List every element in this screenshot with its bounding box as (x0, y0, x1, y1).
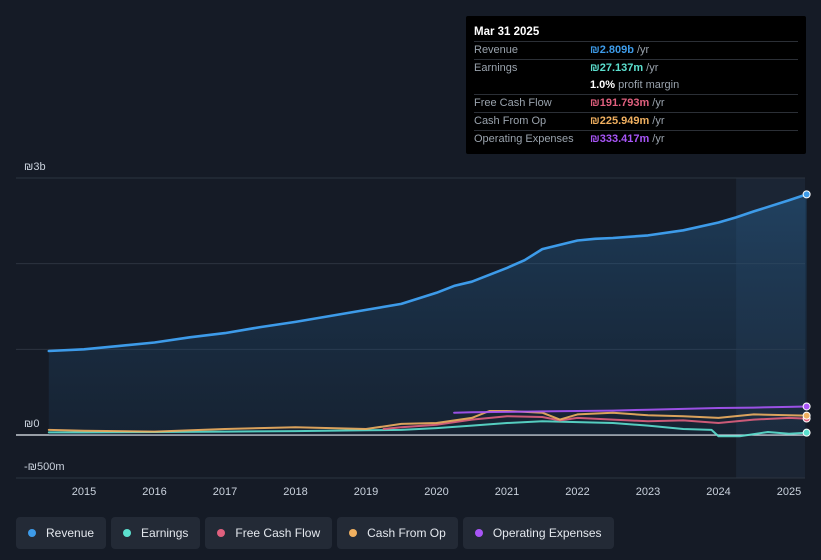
earnings-endpoint (802, 428, 811, 437)
free-cash-flow-line (382, 415, 808, 430)
legend-label: Operating Expenses (492, 526, 602, 540)
tooltip-value: ₪27.137m (590, 62, 644, 74)
tooltip-row-profit-margin: 1.0% profit margin (474, 77, 798, 94)
x-tick-label: 2022 (565, 486, 589, 498)
legend-label: Revenue (46, 526, 95, 540)
legend-item-earnings[interactable]: Earnings (111, 517, 201, 549)
revenue-endpoint (802, 190, 811, 199)
tooltip-label: Free Cash Flow (474, 97, 552, 109)
x-tick-label: 2015 (72, 486, 96, 498)
tooltip-unit: /yr (652, 115, 665, 127)
y-tick-label: -₪500m (24, 461, 65, 473)
tooltip-label: Operating Expenses (474, 133, 574, 145)
tooltip-value: ₪333.417m (590, 133, 650, 145)
y-tick-label: ₪3b (24, 161, 46, 173)
x-tick-label: 2016 (142, 486, 166, 498)
tooltip-value: ₪191.793m (590, 97, 650, 109)
x-tick-label: 2017 (213, 486, 237, 498)
legend-dot-icon (28, 529, 36, 537)
tooltip-row-earnings: Earnings ₪27.137m /yr (474, 59, 798, 77)
x-tick-label: 2019 (354, 486, 378, 498)
tooltip-value: ₪2.809b (590, 44, 634, 56)
x-tick-label: 2018 (283, 486, 307, 498)
tooltip-label: Revenue (474, 44, 519, 56)
tooltip-unit: profit margin (618, 79, 680, 91)
tooltip-unit: /yr (636, 44, 650, 56)
tooltip-value: ₪225.949m (590, 115, 650, 127)
x-tick-label: 2023 (636, 486, 660, 498)
legend-item-revenue[interactable]: Revenue (16, 517, 107, 549)
tooltip-value: 1.0% (590, 79, 616, 91)
legend-dot-icon (474, 529, 483, 537)
legend-dot-icon (349, 529, 358, 537)
tooltip-row-cash-from-op: Cash From Op ₪225.949m /yr (474, 112, 798, 130)
revenue-area (48, 194, 807, 435)
legend: Revenue Earnings Free Cash Flow Cash Fro… (16, 517, 614, 549)
revenue-line (47, 193, 808, 353)
tooltip-unit: /yr (652, 97, 665, 109)
operating-expenses-line (453, 405, 808, 414)
tooltip-row-revenue: Revenue ₪2.809b /yr (474, 41, 798, 59)
tooltip-date: Mar 31 2025 (474, 26, 540, 38)
legend-item-operating-expenses[interactable]: Operating Expenses (462, 517, 614, 549)
cash-from-op-endpoint (802, 411, 811, 420)
tooltip-panel: Mar 31 2025 Revenue ₪2.809b /yr Earnings… (466, 16, 806, 154)
tooltip-label: Earnings (474, 62, 518, 74)
legend-label: Free Cash Flow (235, 526, 321, 540)
tooltip-row-free-cash-flow: Free Cash Flow ₪191.793m /yr (474, 94, 798, 112)
x-tick-label: 2024 (706, 486, 730, 498)
legend-label: Cash From Op (367, 526, 446, 540)
legend-item-cash-from-op[interactable]: Cash From Op (337, 517, 458, 549)
legend-label: Earnings (141, 526, 189, 540)
legend-item-free-cash-flow[interactable]: Free Cash Flow (205, 517, 333, 549)
x-tick-label: 2021 (495, 486, 519, 498)
tooltip-unit: /yr (646, 62, 659, 74)
tooltip-unit: /yr (652, 133, 665, 145)
x-tick-label: 2025 (777, 486, 801, 498)
tooltip-label: Cash From Op (474, 115, 547, 127)
y-tick-label: ₪0 (24, 418, 39, 430)
legend-dot-icon (217, 529, 226, 537)
tooltip-row-operating-expenses: Operating Expenses ₪333.417m /yr (474, 130, 798, 148)
tooltip-label (474, 77, 590, 94)
earnings-line (47, 420, 808, 438)
operating-expenses-endpoint (802, 402, 811, 411)
x-tick-label: 2020 (424, 486, 448, 498)
legend-dot-icon (123, 529, 132, 537)
